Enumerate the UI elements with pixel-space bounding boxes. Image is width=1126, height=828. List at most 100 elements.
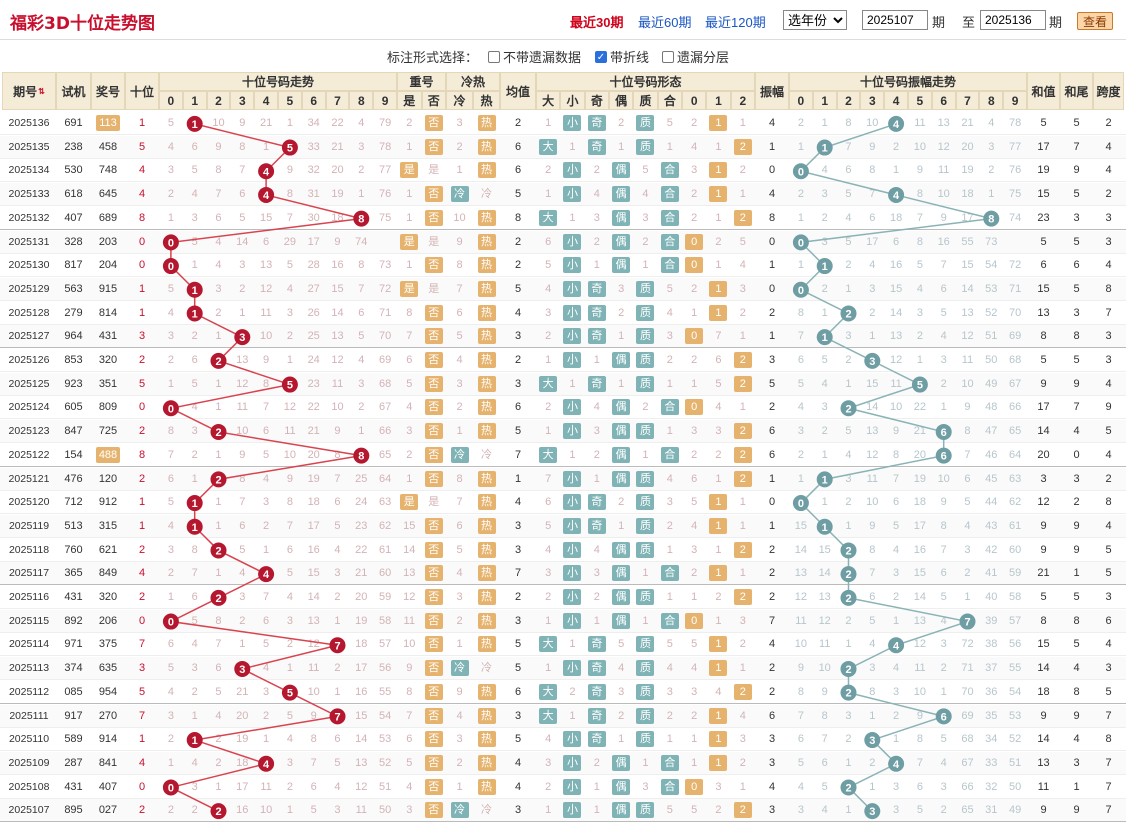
period-120-link[interactable]: 最近120期 bbox=[705, 15, 766, 30]
amp-trend-cell: 8 bbox=[916, 235, 923, 248]
year-select[interactable]: 选年份 bbox=[783, 10, 847, 30]
avg-cell: 2 bbox=[514, 117, 522, 129]
form-cell: 小 bbox=[560, 278, 584, 301]
amp-trend-cell: 14 bbox=[961, 282, 974, 295]
avg-cell: 3 bbox=[514, 519, 522, 532]
amp-trend-cell: 3 bbox=[845, 472, 852, 485]
amp-trend-cell: 4 bbox=[869, 259, 876, 272]
table-row bbox=[0, 349, 1126, 372]
form-cell: 1 bbox=[739, 401, 746, 414]
amp-trend-cell: 63 bbox=[1008, 472, 1022, 485]
checkbox-with-line[interactable]: ✓ bbox=[595, 50, 607, 63]
amp-ball-label: 3 bbox=[869, 735, 875, 747]
to-issue-input[interactable] bbox=[980, 10, 1046, 30]
option-layered[interactable]: 遗漏分层 bbox=[662, 47, 729, 66]
form-cell: 小 bbox=[560, 396, 584, 419]
test-cell: 847 bbox=[64, 425, 83, 438]
form-cell: 2 bbox=[731, 420, 755, 443]
trend-cell: 11 bbox=[236, 401, 248, 414]
form-cell: 2 bbox=[642, 401, 649, 414]
trend-cell: 8 bbox=[263, 377, 270, 390]
test-cell: 563 bbox=[64, 282, 83, 295]
form-cell: 1 bbox=[715, 211, 722, 224]
amp-cell: 1 bbox=[768, 330, 776, 343]
amp-trend-cell: 2 bbox=[988, 164, 995, 177]
form-cell: 1 bbox=[618, 519, 625, 532]
form-cell: 1 bbox=[618, 330, 625, 343]
form-cell: 2 bbox=[691, 448, 698, 461]
form-cell: 质 bbox=[633, 136, 657, 159]
amp-trend-cell: 14 bbox=[866, 401, 879, 414]
form-cell: 4 bbox=[545, 543, 552, 556]
page-title: 福彩3D十位走势图 bbox=[10, 14, 155, 34]
form-cell: 1 bbox=[739, 330, 746, 343]
checkbox-no-missing[interactable] bbox=[488, 50, 500, 63]
amp-trend-cell: 3 bbox=[940, 354, 947, 366]
amp-trend-cell: 7 bbox=[869, 188, 876, 201]
option-no-missing[interactable]: 不带遗漏数据 bbox=[488, 47, 581, 66]
view-button[interactable]: 查看 bbox=[1077, 12, 1113, 30]
trend-cell: 28 bbox=[307, 259, 320, 272]
span-cell: 4 bbox=[1105, 259, 1112, 272]
amp-cell: 0 bbox=[768, 235, 776, 248]
trend-cell: 3 bbox=[334, 567, 341, 580]
amp-trend-cell: 5 bbox=[821, 354, 828, 366]
form-tag: 小 bbox=[563, 517, 582, 534]
trend-cell: 11 bbox=[284, 425, 296, 438]
form-cell: 2 bbox=[545, 164, 552, 177]
amp-trend-cell: 3 bbox=[916, 306, 923, 319]
form-cell: 0 bbox=[682, 231, 706, 254]
form-tag: 奇 bbox=[587, 328, 606, 345]
prize-cell: 203 bbox=[98, 235, 118, 248]
trend-cell: 2 bbox=[215, 306, 222, 319]
checkbox-layered[interactable] bbox=[662, 50, 674, 63]
hotcold-cell: 热 bbox=[473, 231, 500, 254]
option-with-line[interactable]: ✓ 带折线 bbox=[595, 47, 649, 66]
amp-trend-cell: 10 bbox=[961, 377, 974, 390]
tail-cell: 0 bbox=[1073, 448, 1080, 461]
ten-ball-label: 3 bbox=[239, 664, 245, 676]
amp-trend-cell: 12 bbox=[866, 448, 879, 461]
form-cell: 3 bbox=[691, 164, 698, 177]
trend-cell: 8 bbox=[239, 472, 246, 485]
amp-trend-cell: 21 bbox=[961, 117, 974, 129]
tail-cell: 7 bbox=[1073, 140, 1080, 153]
trend-cell: 25 bbox=[307, 330, 320, 343]
sort-icon[interactable]: ⇅ bbox=[38, 86, 45, 96]
ten-cell: 2 bbox=[138, 472, 146, 485]
amp-trend-cell: 46 bbox=[985, 448, 998, 461]
form-cell: 1 bbox=[642, 259, 649, 272]
amp-trend-cell: 1 bbox=[845, 377, 852, 390]
hotcold-tag: 热 bbox=[477, 328, 496, 345]
prize-cell: 351 bbox=[98, 377, 118, 390]
repeat-cell: 否 bbox=[422, 349, 447, 372]
trend-cell: 3 bbox=[167, 164, 174, 177]
span-cell: 4 bbox=[1105, 448, 1112, 461]
form-tag: 小 bbox=[563, 470, 582, 487]
period-60-link[interactable]: 最近60期 bbox=[638, 15, 692, 30]
span-cell: 8 bbox=[1105, 496, 1112, 509]
hotcold-tag: 热 bbox=[477, 280, 496, 297]
col-sum-header: 和值 bbox=[1027, 72, 1060, 110]
trend-cell: 29 bbox=[283, 235, 297, 248]
hotcold-cell: 热 bbox=[473, 468, 500, 491]
form-cell: 5 bbox=[642, 164, 649, 177]
table-row bbox=[0, 206, 1126, 230]
form-tag: 偶 bbox=[612, 399, 631, 416]
form-cell: 2 bbox=[731, 349, 755, 372]
prize-highlight: 113 bbox=[96, 115, 120, 131]
form-cell: 1 bbox=[545, 425, 552, 438]
trend-cell: 13 bbox=[331, 330, 344, 343]
hotcold-cell: 热 bbox=[473, 254, 500, 277]
trend-cell: 7 bbox=[215, 188, 222, 201]
from-issue-input[interactable] bbox=[862, 10, 928, 30]
col-ten-header: 十位 bbox=[125, 72, 159, 110]
amp-trend-cell: 4 bbox=[988, 117, 995, 129]
form-tag: 偶 bbox=[612, 352, 631, 368]
trend-cell: 75 bbox=[378, 211, 392, 224]
amp-trend-cell: 8 bbox=[916, 188, 923, 201]
period-30-link[interactable]: 最近30期 bbox=[570, 15, 624, 30]
form-cell: 2 bbox=[642, 235, 649, 248]
amp-trend-cell: 1 bbox=[893, 164, 900, 177]
trend-cell: 24 bbox=[355, 496, 368, 509]
